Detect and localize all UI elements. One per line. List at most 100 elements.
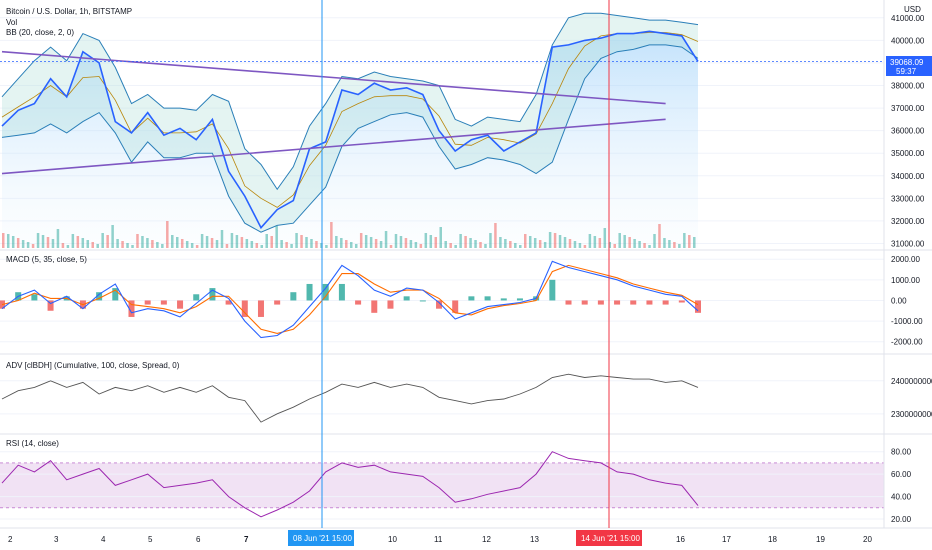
macd-histogram-bar — [47, 300, 54, 311]
volume-bar — [56, 229, 60, 248]
macd-label: MACD (5, 35, close, 5) — [6, 255, 87, 264]
volume-bar — [131, 245, 134, 248]
macd-histogram-bar — [549, 279, 556, 301]
volume-bar — [220, 230, 224, 248]
volume-bar — [121, 241, 124, 248]
volume-bar — [558, 235, 562, 248]
volume-bar — [424, 233, 428, 248]
trendline — [1, 118, 666, 175]
y-tick-label: 0.00 — [891, 296, 907, 305]
volume-bar — [683, 233, 686, 248]
x-tick-label: 17 — [722, 535, 731, 544]
volume-bar — [21, 240, 25, 248]
macd-histogram-bar — [96, 292, 103, 301]
volume-bar — [285, 242, 288, 248]
y-tick-label: 37000.00 — [891, 104, 925, 113]
macd-histogram-bar — [452, 300, 459, 313]
volume-bar — [429, 235, 433, 248]
macd-histogram-bar — [468, 296, 475, 301]
volume-bar — [548, 232, 552, 248]
volume-bar — [195, 245, 199, 248]
volume-bar — [270, 236, 273, 248]
macd-histogram-bar — [193, 294, 200, 301]
volume-bar — [364, 235, 368, 248]
chart-title: Bitcoin / U.S. Dollar, 1h, BITSTAMP — [6, 7, 132, 16]
volume-bar — [678, 244, 681, 248]
x-tick-label: 12 — [482, 535, 491, 544]
bb-label: BB (20, close, 2, 0) — [6, 28, 74, 37]
currency-label: USD — [904, 5, 921, 14]
volume-bar — [116, 239, 119, 248]
volume-bar — [275, 226, 278, 248]
volume-bar — [414, 242, 418, 248]
volume-bar — [345, 240, 348, 248]
x-tick-label: 6 — [196, 535, 201, 544]
volume-bar — [474, 240, 477, 248]
volume-bar — [484, 244, 487, 248]
volume-bar — [171, 235, 174, 248]
y-tick-label: 40000.00 — [891, 36, 925, 45]
macd-histogram-bar — [678, 300, 685, 303]
volume-bar — [126, 243, 129, 248]
volume-bar — [568, 239, 572, 248]
volume-bar — [106, 235, 109, 248]
x-tick-label: 16 — [676, 535, 685, 544]
y-tick-label: 40.00 — [891, 493, 912, 502]
price-panel — [0, 12, 884, 248]
volume-bar — [563, 237, 567, 248]
volume-bar — [300, 235, 303, 248]
volume-bar — [255, 243, 259, 248]
x-tick-label: 13 — [530, 535, 539, 544]
volume-bar — [489, 233, 492, 248]
volume-bar — [693, 237, 696, 248]
macd-panel — [0, 258, 884, 343]
volume-bar — [653, 234, 656, 248]
macd-histogram-bar — [436, 300, 443, 309]
volume-bar — [638, 241, 641, 248]
volume-bar — [533, 238, 537, 248]
volume-bar — [61, 243, 65, 248]
volume-bar — [325, 245, 328, 248]
volume-bar — [350, 242, 353, 248]
volume-bar — [573, 241, 577, 248]
volume-bar — [36, 233, 40, 248]
volume-bar — [141, 236, 144, 248]
macd-histogram-bar — [225, 300, 232, 305]
volume-bar — [76, 236, 80, 248]
volume-bar — [215, 240, 219, 248]
volume-bar — [315, 241, 318, 248]
volume-bar — [404, 238, 408, 248]
volume-bar — [618, 233, 621, 248]
macd-histogram-bar — [630, 300, 637, 305]
vol-label: Vol — [6, 18, 17, 27]
bb-upper — [1, 12, 699, 191]
macd-histogram-bar — [484, 296, 491, 301]
y-tick-label: -2000.00 — [891, 338, 923, 347]
volume-bar — [588, 234, 592, 248]
macd-histogram-bar — [565, 300, 572, 305]
volume-bar — [494, 223, 497, 248]
volume-bar — [528, 236, 532, 248]
macd-histogram-bar — [128, 300, 135, 317]
x-tick-label: 5 — [148, 535, 153, 544]
x-tick-label: 11 — [434, 535, 443, 544]
volume-bar — [384, 231, 388, 248]
macd-histogram-bar — [597, 300, 604, 305]
x-tick-label: 3 — [54, 535, 59, 544]
volume-bar — [509, 241, 512, 248]
volume-bar — [444, 241, 447, 248]
macd-histogram-bar — [274, 300, 281, 305]
macd-histogram-bar — [371, 300, 378, 313]
volume-bar — [16, 238, 20, 248]
volume-bar — [245, 239, 249, 248]
adv-line — [1, 373, 699, 423]
volume-bar — [2, 233, 5, 248]
macd-histogram-bar — [581, 300, 588, 305]
volume-bar — [310, 239, 313, 248]
volume-bar — [136, 234, 139, 248]
volume-bar — [379, 241, 383, 248]
volume-bar — [225, 244, 229, 248]
rsi-label: RSI (14, close) — [6, 439, 59, 448]
macd-histogram-bar — [387, 300, 394, 309]
volume-bar — [434, 237, 438, 248]
